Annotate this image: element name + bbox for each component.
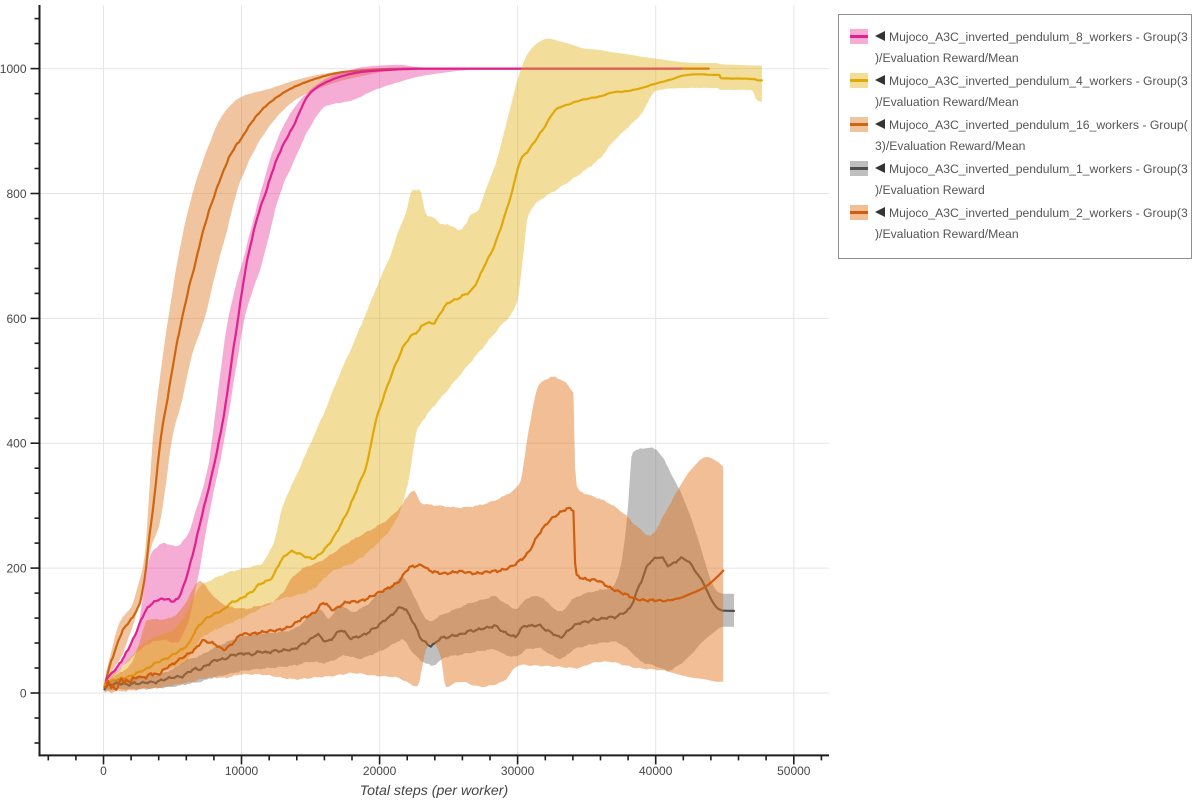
svg-text:Total steps (per worker): Total steps (per worker) (360, 783, 509, 799)
svg-text:600: 600 (6, 312, 26, 326)
svg-text:50000: 50000 (777, 764, 811, 778)
svg-text:800: 800 (6, 187, 26, 201)
svg-text:0: 0 (100, 764, 107, 778)
svg-text:0: 0 (20, 687, 27, 701)
svg-text:30000: 30000 (501, 764, 535, 778)
svg-text:40000: 40000 (639, 764, 673, 778)
svg-text:400: 400 (6, 437, 26, 451)
svg-text:20000: 20000 (363, 764, 397, 778)
svg-text:10000: 10000 (225, 764, 259, 778)
svg-text:1000: 1000 (0, 62, 27, 76)
svg-text:200: 200 (6, 562, 26, 576)
